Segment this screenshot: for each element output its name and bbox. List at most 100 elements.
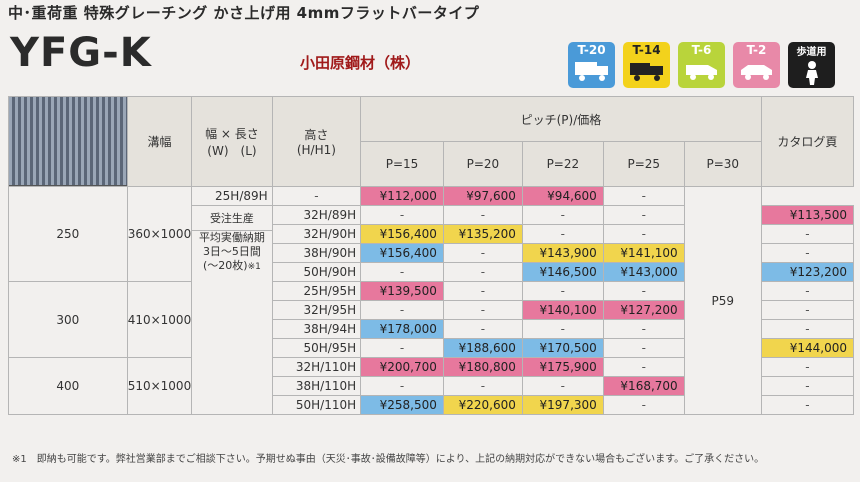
size-header-sub: (W) (L)	[207, 143, 257, 158]
price-cell: -	[360, 205, 444, 225]
table-row: 受注生産 平均実働納期 3日〜5日間 (〜20枚)※1 32H/89H - - - - ¥113,…	[9, 205, 855, 415]
col-header-width: 溝幅	[126, 96, 193, 187]
price-cell: -	[521, 205, 604, 225]
price-cell: -	[521, 376, 604, 396]
lead-qty-line: (〜20枚)※1	[192, 259, 271, 274]
product-title: YFG-K	[10, 30, 152, 76]
price-cell: -	[360, 376, 444, 396]
price-cell: -	[442, 376, 523, 396]
price-cell: -	[442, 243, 523, 263]
pitch-header: P=30	[683, 141, 762, 187]
price-cell: -	[760, 300, 855, 320]
load-class-badges: T-20 T-14 T-6 T-2 歩道用	[568, 42, 835, 88]
price-cell: -	[760, 357, 855, 377]
price-cell: ¥97,600	[442, 186, 523, 206]
price-cell: -	[442, 281, 523, 301]
price-cell: -	[360, 300, 444, 320]
price-cell: -	[521, 319, 604, 339]
pedestrian-icon	[805, 61, 818, 85]
price-cell: -	[442, 319, 523, 339]
price-cell: -	[521, 224, 604, 244]
lead-mark: ※1	[247, 262, 261, 272]
price-cell: -	[760, 243, 855, 263]
height-cell: 32H/90H	[271, 224, 362, 244]
price-cell: -	[442, 300, 523, 320]
price-cell: ¥200,700	[360, 357, 444, 377]
badge-sidewalk: 歩道用	[788, 42, 835, 88]
lead-lead-title: 平均実働納期	[198, 231, 265, 244]
badge-t2: T-2	[733, 42, 780, 88]
car-icon	[740, 65, 772, 80]
price-table: 溝幅 幅 × 長さ (W) (L) 高さ (H/H1) ピッチ(P)/価格 カタログ…	[8, 96, 855, 415]
table-row: 38H/90H ¥156,400- ¥143,900 ¥141,100-	[9, 243, 855, 263]
height-header-sub: (H/H1)	[296, 143, 336, 157]
manufacturer-name: 小田原鋼材（株）	[300, 54, 421, 72]
height-cell: 32H/110H	[271, 357, 362, 377]
price-cell: ¥123,200	[760, 262, 855, 282]
table-row: 32H/90H ¥156,400 ¥135,200- - -	[9, 224, 855, 244]
footnote: ※1 即納も可能です。弊社営業部までご相談下さい。予期せぬ事由（天災･事故･設備…	[12, 454, 765, 465]
grating-size: 360×1000	[126, 186, 193, 282]
badge-t20: T-20	[568, 42, 615, 88]
price-cell: -	[602, 281, 685, 301]
col-header-catalog: カタログ頁	[760, 96, 855, 187]
price-cell: ¥168,700	[602, 376, 685, 396]
pitch-header: P=20	[442, 141, 523, 187]
height-cell: 50H/95H	[271, 338, 362, 358]
price-cell: ¥220,600	[442, 395, 523, 415]
price-cell: ¥140,100	[521, 300, 604, 320]
pitch-header: P=15	[360, 141, 444, 187]
price-cell: ¥170,500	[521, 338, 604, 358]
price-cell: -	[442, 205, 523, 225]
pitch-header: P=25	[602, 141, 685, 187]
price-cell: ¥143,000	[602, 262, 685, 282]
lead-qty: (〜20枚)	[203, 259, 248, 272]
height-cell: 50H/110H	[271, 395, 362, 415]
price-cell: ¥113,500	[760, 205, 855, 225]
price-cell: ¥156,400	[360, 243, 444, 263]
price-cell: ¥139,500	[360, 281, 444, 301]
price-cell: -	[602, 186, 685, 206]
grating-size: 510×1000	[126, 357, 193, 415]
lead-lead-days: 3日〜5日間	[202, 245, 261, 258]
price-cell: ¥127,200	[602, 300, 685, 320]
truck-icon	[574, 62, 608, 81]
price-cell: ¥112,000	[360, 186, 444, 206]
col-header-height: 高さ (H/H1)	[271, 96, 362, 187]
price-cell: ¥146,500	[521, 262, 604, 282]
price-cell: ¥175,900	[521, 357, 604, 377]
price-cell: ¥144,000	[760, 338, 855, 358]
height-cell: 25H/89H	[191, 186, 273, 206]
price-cell: ¥94,600	[521, 186, 604, 206]
price-cell: ¥197,300	[521, 395, 604, 415]
price-cell: ¥188,600	[442, 338, 523, 358]
badge-label: T-6	[691, 43, 712, 57]
price-cell: -	[360, 262, 444, 282]
catalog-page: P59	[683, 186, 762, 415]
trench-width: 400	[8, 357, 128, 415]
truck-icon	[629, 63, 663, 81]
table-row: 50H/110H ¥258,500 ¥220,600 ¥197,300- -	[9, 395, 855, 415]
price-cell: ¥135,200	[442, 224, 523, 244]
price-cell: ¥180,800	[442, 357, 523, 377]
height-header-label: 高さ	[304, 128, 329, 142]
trench-width: 300	[8, 281, 128, 358]
price-cell: -	[360, 338, 444, 358]
badge-t6: T-6	[678, 42, 725, 88]
price-cell: -	[602, 319, 685, 339]
price-table-wrapper: 溝幅 幅 × 長さ (W) (L) 高さ (H/H1) ピッチ(P)/価格 カタログ…	[8, 96, 855, 424]
height-cell: 50H/90H	[271, 262, 362, 282]
badge-t14: T-14	[623, 42, 670, 88]
price-cell: ¥141,100	[602, 243, 685, 263]
height-cell: 32H/89H	[271, 205, 362, 225]
price-cell: ¥156,400	[360, 224, 444, 244]
badge-label: T-14	[632, 43, 661, 57]
product-photo	[8, 96, 128, 187]
col-header-pitch: ピッチ(P)/価格	[360, 96, 762, 142]
badge-label: T-2	[746, 43, 767, 57]
price-cell: -	[602, 224, 685, 244]
price-cell: -	[602, 205, 685, 225]
order-label: 受注生産	[192, 208, 272, 231]
van-icon	[685, 65, 717, 80]
price-cell: -	[521, 281, 604, 301]
